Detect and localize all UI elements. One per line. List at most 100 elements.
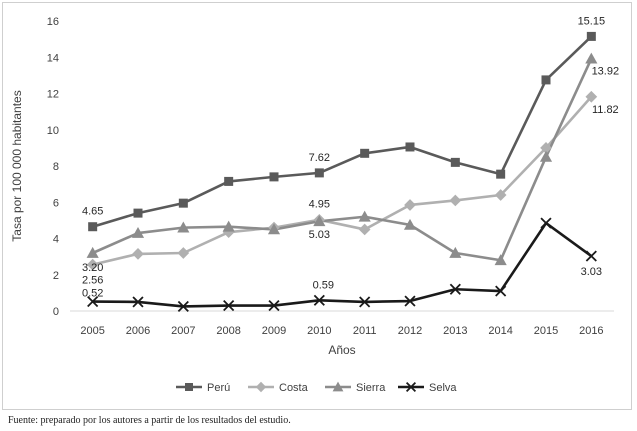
y-axis-ticks: 0 2 4 6 8 10 12 14 16	[47, 16, 59, 318]
y-tick-label: 12	[47, 89, 59, 101]
data-point	[177, 247, 190, 259]
data-point	[86, 258, 99, 271]
data-point	[177, 300, 189, 313]
line-chart: 0 2 4 6 8 10 12 14 16 2005 2006 2007 2008 2009 2010 20…	[10, 15, 619, 394]
data-point	[255, 381, 267, 393]
series-lines	[92, 35, 593, 308]
data-point	[585, 52, 598, 64]
x-tick-label: 2013	[443, 325, 467, 337]
data-point	[405, 142, 415, 152]
data-point	[404, 295, 416, 307]
data-label: 0.59	[313, 279, 334, 291]
x-tick-label: 2005	[80, 325, 104, 337]
x-tick-label: 2008	[216, 325, 240, 337]
data-point	[358, 210, 371, 222]
data-point	[87, 295, 99, 308]
data-point	[586, 31, 596, 41]
series-line	[92, 221, 593, 308]
x-tick-label: 2015	[534, 325, 558, 337]
data-point	[177, 221, 190, 233]
data-point	[224, 176, 234, 186]
data-point	[314, 168, 324, 178]
data-point	[358, 223, 371, 236]
data-point	[449, 283, 461, 295]
data-point	[313, 215, 326, 227]
data-point	[405, 381, 417, 393]
data-point	[540, 142, 552, 154]
data-point	[403, 218, 417, 230]
data-point	[585, 250, 597, 262]
y-tick-label: 4	[53, 234, 59, 246]
source-note: Fuente: preparado por los autores a part…	[8, 415, 291, 426]
series-line	[92, 95, 593, 266]
data-point	[450, 157, 460, 167]
data-point	[132, 248, 144, 260]
data-point	[449, 194, 462, 207]
data-point	[540, 217, 552, 229]
x-tick-label: 2016	[579, 325, 603, 337]
series-markers	[86, 31, 598, 313]
data-point	[223, 299, 235, 312]
data-point	[494, 189, 507, 201]
y-tick-label: 0	[53, 306, 59, 318]
legend-label: Perú	[207, 382, 230, 394]
data-point	[222, 220, 235, 232]
data-point	[178, 198, 188, 208]
y-tick-label: 2	[53, 270, 59, 282]
data-point	[585, 90, 598, 103]
data-label: 4.95	[309, 198, 330, 210]
x-tick-label: 2010	[307, 325, 331, 337]
y-tick-label: 6	[53, 197, 59, 209]
data-point	[539, 150, 553, 162]
data-label: 3.03	[581, 266, 602, 278]
legend-label: Sierra	[356, 382, 386, 394]
data-labels: 4.65 7.62 15.15 2.56 5.03 11.82 3.20 4.95 13.92 0…	[82, 15, 619, 299]
data-point	[332, 381, 344, 392]
data-point	[449, 246, 462, 258]
y-tick-label: 8	[53, 161, 59, 173]
data-point	[495, 285, 507, 297]
data-point	[268, 299, 280, 312]
data-point	[131, 226, 145, 238]
data-label: 5.03	[309, 229, 330, 241]
data-label: 7.62	[309, 152, 330, 164]
legend-label: Costa	[279, 382, 309, 394]
legend-label: Selva	[429, 382, 457, 394]
data-point	[185, 383, 193, 391]
series-line	[92, 35, 593, 228]
data-label: 13.92	[592, 66, 620, 78]
x-tick-label: 2007	[171, 325, 195, 337]
x-axis-title: Años	[328, 343, 355, 357]
legend: Perú Costa Sierra Selva	[176, 381, 457, 394]
chart-frame	[2, 2, 632, 410]
x-tick-label: 2011	[353, 325, 377, 337]
data-label: 11.82	[592, 104, 619, 116]
series-line	[92, 58, 593, 262]
x-tick-label: 2014	[488, 325, 512, 337]
data-point	[494, 254, 507, 266]
data-point	[313, 294, 325, 306]
data-point	[359, 296, 371, 308]
data-point	[267, 223, 281, 235]
x-tick-label: 2012	[398, 325, 422, 337]
data-point	[541, 75, 551, 85]
data-label: 15.15	[578, 15, 606, 27]
data-point	[269, 172, 279, 182]
data-point	[404, 199, 416, 211]
y-tick-label: 14	[47, 52, 59, 64]
data-point	[360, 148, 370, 158]
y-axis-title: Tasa por 100 000 habitantes	[10, 90, 24, 241]
data-point	[496, 169, 506, 179]
data-point	[133, 208, 143, 218]
data-label: 4.65	[82, 206, 103, 218]
data-label: 2.56	[82, 275, 103, 287]
x-tick-label: 2006	[126, 325, 150, 337]
data-label: 0.52	[82, 288, 103, 300]
y-tick-label: 16	[47, 16, 59, 28]
data-point	[88, 222, 98, 232]
data-point	[86, 246, 99, 258]
y-tick-label: 10	[47, 125, 59, 137]
data-point	[132, 296, 144, 308]
x-tick-label: 2009	[262, 325, 286, 337]
data-label: 3.20	[82, 262, 103, 274]
